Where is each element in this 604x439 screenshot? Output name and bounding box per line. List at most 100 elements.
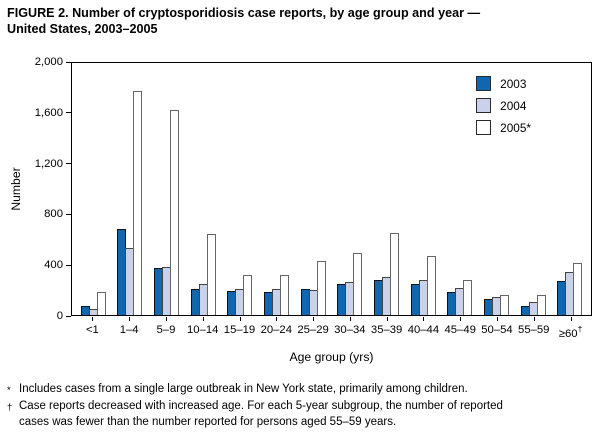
y-axis: 0 400 800 1,200 1,600 2,000	[0, 56, 71, 322]
bar-group	[441, 63, 478, 315]
footnote-line: cases was fewer than the number reported…	[19, 416, 397, 428]
bar-group	[148, 63, 185, 315]
x-tick-cell: 40–44	[405, 317, 442, 340]
x-tick-cell: 20–24	[258, 317, 295, 340]
x-tick-label: 40–44	[407, 324, 440, 336]
x-tick-label: 5–9	[156, 324, 176, 336]
x-tick-cell: 25–29	[295, 317, 332, 340]
figure-title: FIGURE 2. Number of cryptosporidiosis ca…	[7, 5, 603, 37]
bar-group	[112, 63, 149, 315]
x-tick-mark	[92, 317, 94, 321]
bar-2005	[426, 255, 436, 315]
bar-group	[258, 63, 295, 315]
bar-group	[368, 63, 405, 315]
legend-item: 2003	[476, 76, 531, 91]
dagger-symbol: †	[577, 324, 583, 334]
x-tick-cell: 10–14	[184, 317, 221, 340]
bar-groups	[72, 63, 591, 315]
x-tick-label: 30–34	[334, 324, 366, 336]
bar-group	[405, 63, 442, 315]
legend-swatch-2005	[476, 120, 492, 135]
bar-2005	[96, 292, 106, 315]
x-tick-mark	[460, 317, 462, 321]
footnote-line: Case reports decreased with increased ag…	[19, 399, 503, 412]
footnotes: * Includes cases from a single large outb…	[7, 381, 597, 431]
x-tick-mark	[386, 317, 388, 321]
legend-label: 2004	[500, 98, 527, 113]
x-tick-mark	[239, 317, 241, 321]
bar-2005	[280, 274, 290, 315]
x-tick-mark	[533, 317, 535, 321]
bar-2005	[243, 275, 253, 315]
x-tick-cell: 50–54	[479, 317, 516, 340]
bar-2005	[536, 295, 546, 315]
y-tick-mark	[66, 61, 71, 63]
bar-group	[331, 63, 368, 315]
footnote-marker: *	[7, 385, 11, 396]
x-tick-mark	[165, 317, 167, 321]
x-tick-cell: 5–9	[148, 317, 185, 340]
bar-group	[75, 63, 112, 315]
x-tick-label: 15–19	[223, 324, 256, 336]
bar-group	[185, 63, 222, 315]
footnote: * Includes cases from a single large outb…	[7, 381, 597, 398]
plot-area: 2003 2004 2005*	[71, 62, 592, 316]
x-tick-mark	[423, 317, 425, 321]
x-tick-cell: 15–19	[221, 317, 258, 340]
y-tick-mark	[66, 112, 71, 114]
y-tick-mark	[66, 213, 71, 215]
x-tick-cell: 45–49	[442, 317, 479, 340]
bar-group	[551, 63, 588, 315]
footnote-marker: †	[7, 401, 13, 413]
bar-2005	[353, 253, 363, 315]
x-tick-mark	[496, 317, 498, 321]
y-tick-label: 800	[44, 208, 63, 221]
x-tick-cell: 30–34	[331, 317, 368, 340]
y-tick-mark	[66, 264, 71, 266]
figure-title-line-1: FIGURE 2. Number of cryptosporidiosis ca…	[7, 6, 481, 20]
legend: 2003 2004 2005*	[476, 76, 531, 135]
x-tick-mark	[313, 317, 315, 321]
figure-title-line-2: United States, 2003–2005	[7, 22, 158, 36]
x-tick-label: <1	[85, 324, 99, 336]
bar-2005	[316, 260, 326, 315]
y-tick-label: 400	[44, 259, 63, 272]
x-tick-label: 25–29	[297, 324, 329, 336]
x-tick-mark	[129, 317, 131, 321]
bar-2005	[170, 109, 180, 315]
x-tick-cell: ≥60†	[552, 317, 589, 340]
x-axis-title: Age group (yrs)	[289, 350, 374, 364]
legend-item: 2005*	[476, 120, 531, 135]
bar-group	[222, 63, 259, 315]
x-tick-mark	[349, 317, 351, 321]
x-tick-label: 10–14	[187, 324, 219, 336]
x-tick-label: ≥60†	[558, 324, 583, 340]
legend-swatch-2004	[476, 98, 492, 113]
x-tick-cell: <1	[74, 317, 111, 340]
bar-2005	[389, 233, 399, 315]
x-tick-cell: 1–4	[111, 317, 148, 340]
x-tick-label: 45–49	[444, 324, 476, 336]
legend-label: 2005*	[500, 120, 531, 135]
bar-2005	[206, 234, 216, 315]
legend-item: 2004	[476, 98, 531, 113]
footnote: † Case reports decreased with increased a…	[7, 398, 597, 431]
x-axis-labels: <1 1–4 5–9 10–14 15–19 20–24 25–29 30–34 35–39 40…	[71, 317, 592, 340]
x-tick-mark	[276, 317, 278, 321]
y-tick-label: 1,200	[34, 157, 63, 170]
y-tick-label: 0	[56, 310, 63, 322]
legend-label: 2003	[500, 76, 527, 91]
footnote-line: Includes cases from a single large outbr…	[19, 383, 468, 395]
x-tick-mark	[202, 317, 204, 321]
x-tick-label: 1–4	[119, 324, 139, 336]
y-tick-label: 2,000	[34, 56, 63, 68]
legend-swatch-2003	[476, 76, 492, 91]
x-tick-label: 50–54	[481, 324, 513, 336]
x-tick-label: 55–59	[518, 324, 550, 336]
bar-2005	[463, 279, 473, 315]
y-tick-label: 1,600	[34, 106, 63, 119]
bar-2005	[499, 294, 509, 315]
bar-group	[478, 63, 515, 315]
bar-2005	[573, 262, 583, 315]
x-tick-label: 20–24	[260, 324, 292, 336]
